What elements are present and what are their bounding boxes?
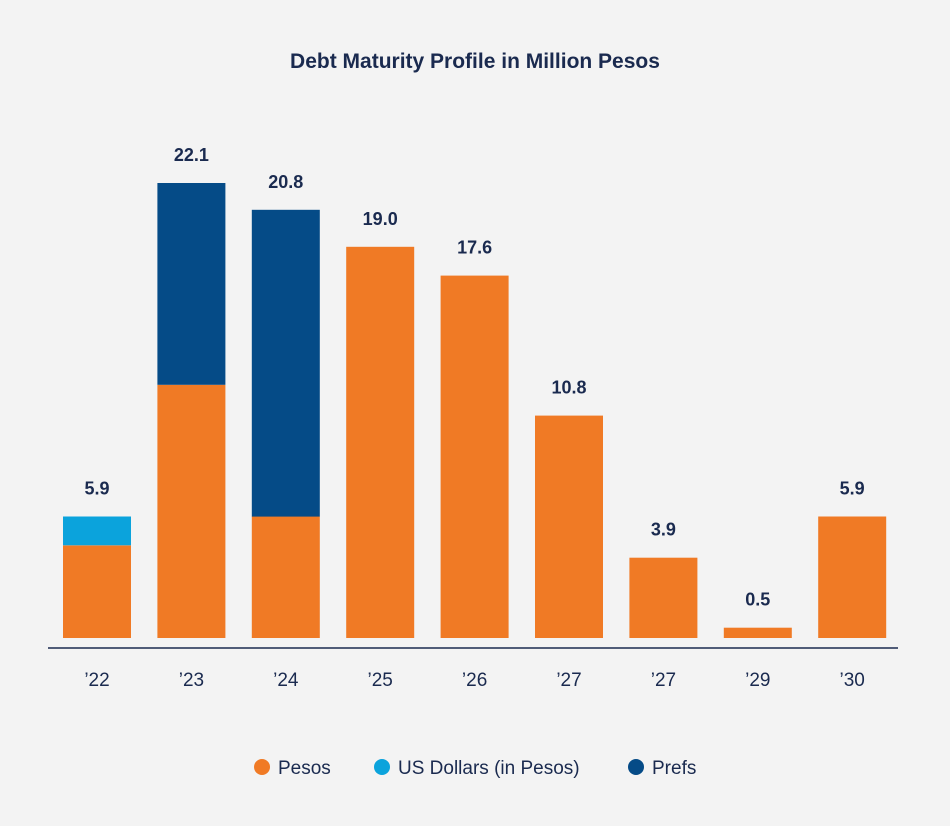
bar-prefs-1 [157,183,226,385]
x-tick-labels-group: ’22 ’23 ’24 ’25 ’26 ’27 ’27 ’29 ’30 [84,670,865,691]
x-tick-label-2: ’24 [273,670,299,691]
total-label-8: 5.9 [840,479,865,499]
total-label-3: 19.0 [363,209,398,229]
legend-us-dollars-label: US Dollars (in Pesos) [398,758,580,779]
x-tick-label-8: ’30 [840,670,865,691]
legend-prefs-label: Prefs [652,758,696,779]
total-label-4: 17.6 [457,238,492,258]
legend-us-dollars-marker [374,759,390,775]
total-labels-group: 5.9 22.1 20.8 19.0 17.6 10.8 3.9 0.5 5.9 [84,145,864,610]
x-tick-label-3: ’25 [368,670,393,691]
x-tick-label-7: ’29 [745,670,770,691]
total-label-7: 0.5 [745,590,770,610]
total-label-5: 10.8 [551,378,586,398]
x-tick-label-6: ’27 [651,670,676,691]
bar-usd-0 [63,516,131,546]
bar-pesos-0 [63,545,131,638]
x-tick-label-5: ’27 [556,670,581,691]
bar-pesos-6 [629,557,698,638]
chart-title: Debt Maturity Profile in Million Pesos [290,50,660,73]
total-label-6: 3.9 [651,520,676,540]
bar-pesos-8 [818,516,887,638]
x-tick-label-1: ’23 [179,670,204,691]
x-tick-label-4: ’26 [462,670,487,691]
bar-pesos-3 [346,246,415,639]
total-label-2: 20.8 [268,172,303,192]
bars-group [63,183,887,639]
legend-pesos-marker [254,759,270,775]
bar-pesos-4 [440,275,509,638]
bar-pesos-7 [723,627,792,638]
total-label-0: 5.9 [84,479,109,499]
bar-prefs-2 [251,209,320,517]
bar-pesos-5 [535,415,603,638]
legend-prefs-marker [628,759,644,775]
x-tick-label-0: ’22 [84,670,109,691]
legend: Pesos US Dollars (in Pesos) Prefs [254,758,696,779]
bar-pesos-2 [251,516,320,638]
bar-pesos-1 [157,384,226,638]
legend-pesos-label: Pesos [278,758,331,779]
total-label-1: 22.1 [174,145,209,165]
